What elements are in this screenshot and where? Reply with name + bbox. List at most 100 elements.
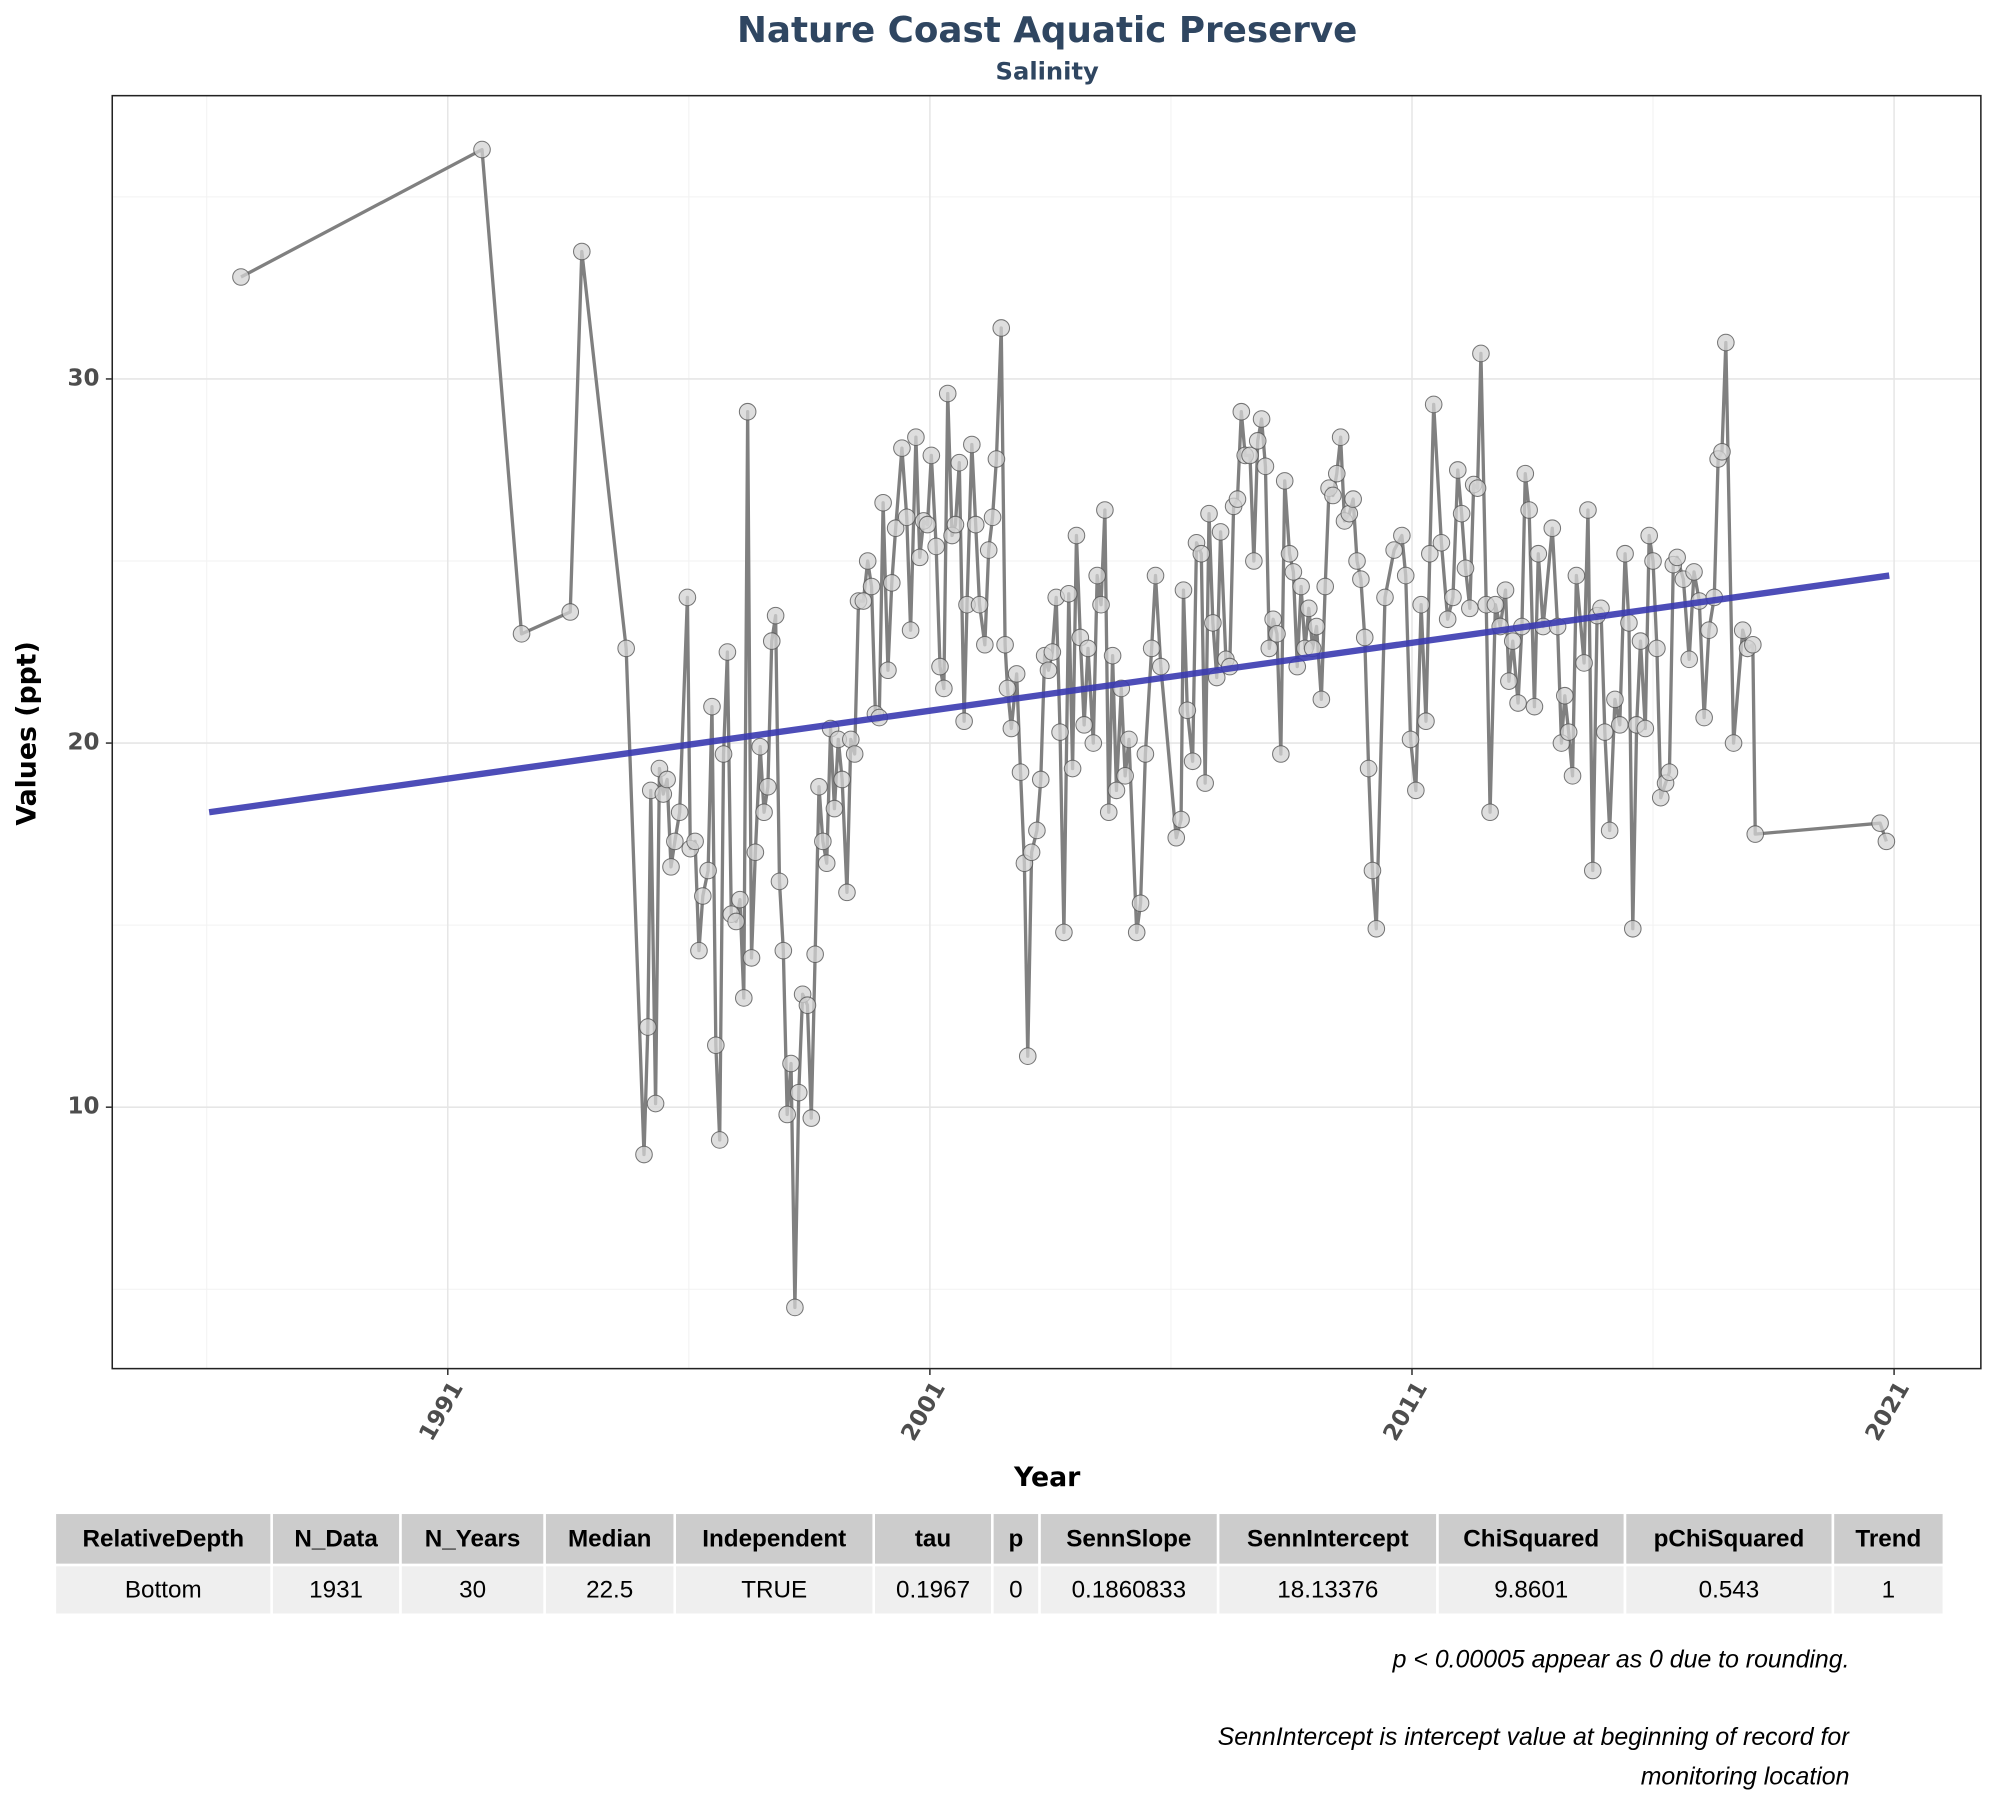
data-point xyxy=(879,661,897,680)
data-point xyxy=(1407,781,1425,800)
data-point xyxy=(1600,821,1619,840)
table-cell xyxy=(991,1563,1041,1617)
data-point xyxy=(1363,861,1382,880)
data-point xyxy=(1256,457,1275,476)
table-value: 0.1860833 xyxy=(1072,1577,1186,1604)
table-cell xyxy=(53,1563,273,1617)
data-point xyxy=(1685,563,1703,581)
data-point xyxy=(1359,759,1378,778)
data-point xyxy=(766,606,785,625)
data-point xyxy=(1103,646,1122,665)
data-point xyxy=(1120,730,1138,749)
data-point xyxy=(1172,810,1190,829)
data-point xyxy=(678,588,697,607)
data-point xyxy=(1018,1047,1037,1066)
table-value: Bottom xyxy=(125,1577,202,1604)
data-point xyxy=(710,1131,729,1149)
data-point xyxy=(1393,526,1411,545)
data-point xyxy=(1444,588,1462,607)
data-point xyxy=(1007,665,1026,683)
x-tick-label: 2021 xyxy=(1861,1377,1915,1445)
data-point xyxy=(1456,559,1475,578)
data-point xyxy=(802,1109,821,1127)
data-point xyxy=(1183,752,1202,771)
data-point xyxy=(1327,464,1346,483)
table-value: TRUE xyxy=(741,1577,807,1604)
data-point xyxy=(1152,657,1170,676)
data-point xyxy=(1178,701,1197,720)
data-point xyxy=(810,777,828,796)
table-header-cell xyxy=(1436,1511,1627,1567)
data-point xyxy=(1417,712,1435,731)
data-point xyxy=(512,625,531,643)
x-tick-label: 1991 xyxy=(414,1377,468,1445)
data-point xyxy=(774,941,793,960)
data-point xyxy=(686,832,704,851)
plot-area xyxy=(208,140,1896,1317)
data-point xyxy=(658,770,676,789)
data-point xyxy=(1260,639,1279,658)
data-point xyxy=(845,745,864,763)
data-point xyxy=(1039,661,1058,680)
data-point xyxy=(1312,690,1331,709)
data-point xyxy=(694,887,712,905)
data-point xyxy=(1316,577,1335,596)
x-tick-label: 2011 xyxy=(1379,1377,1433,1445)
data-point xyxy=(1385,541,1403,559)
data-point xyxy=(1228,490,1247,508)
data-point xyxy=(1644,552,1662,570)
data-point xyxy=(987,450,1006,468)
data-point xyxy=(1340,504,1359,523)
data-point xyxy=(1396,566,1415,585)
table-header: pChiSquared xyxy=(1654,1526,1805,1553)
data-point xyxy=(1096,501,1114,519)
data-point xyxy=(639,1018,657,1036)
data-point xyxy=(707,1036,725,1055)
table-header-cell xyxy=(53,1511,273,1567)
data-point xyxy=(1583,861,1602,880)
data-point xyxy=(1680,650,1698,669)
table-cell xyxy=(673,1563,875,1617)
x-tick-label: 2001 xyxy=(896,1377,950,1445)
data-point xyxy=(1079,639,1097,658)
data-point xyxy=(1606,690,1624,709)
table-cell xyxy=(270,1563,402,1617)
table-value: 18.13376 xyxy=(1277,1577,1378,1604)
data-point xyxy=(842,730,860,749)
data-point xyxy=(1192,544,1211,563)
table-header: ChiSquared xyxy=(1463,1526,1599,1553)
data-point xyxy=(666,832,684,851)
table-header: SennSlope xyxy=(1066,1526,1191,1553)
data-point xyxy=(897,508,916,527)
data-point xyxy=(1717,333,1735,352)
data-point xyxy=(1011,763,1030,781)
table-value: 1931 xyxy=(309,1577,363,1604)
data-point xyxy=(1376,588,1394,607)
data-point xyxy=(1367,919,1386,938)
data-point xyxy=(1245,552,1263,570)
data-point xyxy=(1648,639,1666,658)
data-point xyxy=(1348,552,1366,570)
data-point xyxy=(1248,432,1267,450)
data-point xyxy=(1412,595,1430,614)
data-point xyxy=(755,803,773,822)
data-point xyxy=(1307,617,1326,636)
y-tick-label: 10 xyxy=(68,1094,100,1120)
data-point xyxy=(1300,599,1318,618)
data-point xyxy=(1486,595,1505,614)
data-point xyxy=(1567,566,1586,585)
data-point xyxy=(983,508,1002,527)
data-point xyxy=(714,745,733,763)
data-point xyxy=(703,697,721,716)
data-point xyxy=(1324,486,1342,505)
data-point xyxy=(814,832,832,851)
data-point xyxy=(1116,767,1134,785)
data-point xyxy=(1268,625,1286,643)
y-axis-label: Values (ppt) xyxy=(12,641,43,826)
data-point xyxy=(1131,894,1150,913)
data-point xyxy=(992,319,1011,337)
table-header: Median xyxy=(568,1526,651,1553)
data-point xyxy=(931,657,949,676)
data-point xyxy=(759,777,777,796)
